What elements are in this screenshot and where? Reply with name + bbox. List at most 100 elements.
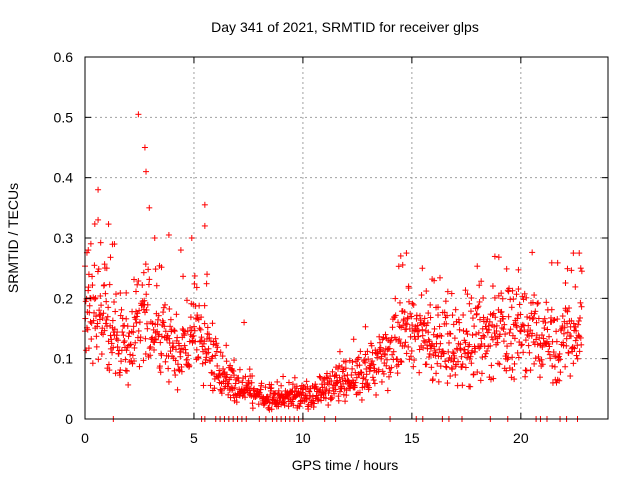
- data-point: [329, 395, 336, 402]
- data-point: [316, 373, 323, 380]
- y-tick-label: 0.5: [54, 109, 74, 125]
- data-point: [406, 356, 413, 363]
- data-point: [158, 264, 165, 271]
- data-point: [478, 278, 485, 285]
- data-point: [577, 265, 584, 272]
- data-point: [268, 381, 275, 388]
- data-point: [382, 331, 389, 338]
- data-point: [509, 287, 516, 294]
- data-point: [161, 323, 168, 330]
- data-point: [491, 253, 498, 260]
- data-point: [538, 356, 545, 363]
- data-point: [194, 315, 201, 322]
- data-point: [503, 265, 510, 272]
- data-point: [333, 364, 340, 371]
- data-point: [325, 381, 332, 388]
- data-point: [387, 369, 394, 376]
- data-point: [447, 373, 454, 380]
- data-point: [174, 386, 181, 393]
- data-point: [522, 337, 529, 344]
- data-point: [121, 338, 128, 345]
- data-point: [101, 281, 108, 288]
- data-point: [127, 341, 134, 348]
- data-point: [146, 204, 153, 211]
- data-point: [474, 369, 481, 376]
- data-point: [85, 345, 92, 352]
- data-point: [443, 364, 450, 371]
- data-point: [125, 381, 132, 388]
- data-point: [440, 350, 447, 357]
- data-point: [91, 262, 98, 269]
- data-point: [371, 365, 378, 372]
- data-point: [504, 343, 511, 350]
- data-point: [436, 346, 443, 353]
- data-point: [155, 312, 162, 319]
- data-point: [426, 354, 433, 361]
- data-point: [466, 300, 473, 307]
- data-point: [134, 281, 141, 288]
- data-point: [269, 396, 276, 403]
- data-point: [122, 356, 129, 363]
- data-point: [476, 316, 483, 323]
- data-point: [109, 349, 116, 356]
- data-point: [449, 366, 456, 373]
- data-point: [522, 367, 529, 374]
- data-point: [131, 344, 138, 351]
- data-point: [317, 374, 324, 381]
- data-point: [425, 329, 432, 336]
- data-point: [275, 387, 282, 394]
- data-point: [404, 321, 411, 328]
- data-point: [86, 302, 93, 309]
- data-point: [280, 373, 287, 380]
- x-tick-label: 15: [404, 430, 420, 446]
- data-point: [494, 339, 501, 346]
- data-point: [561, 324, 568, 331]
- data-point: [191, 272, 198, 279]
- data-point: [140, 306, 147, 313]
- data-point: [471, 323, 478, 330]
- data-point: [546, 343, 553, 350]
- data-point: [95, 216, 102, 223]
- data-point: [578, 341, 585, 348]
- data-point: [460, 311, 467, 318]
- data-point: [143, 306, 150, 313]
- data-point: [562, 363, 569, 370]
- data-point: [91, 295, 98, 302]
- data-point: [554, 316, 561, 323]
- data-point: [112, 370, 119, 377]
- data-point: [239, 379, 246, 386]
- data-point: [340, 380, 347, 387]
- data-point: [562, 280, 569, 287]
- data-point: [138, 302, 145, 309]
- data-point: [577, 299, 584, 306]
- data-point: [518, 342, 525, 349]
- data-point: [152, 266, 159, 273]
- data-point: [553, 328, 560, 335]
- data-point: [511, 360, 518, 367]
- data-point: [356, 389, 363, 396]
- data-point: [120, 332, 127, 339]
- data-point: [481, 333, 488, 340]
- y-tick-label: 0.1: [54, 351, 74, 367]
- data-point: [500, 338, 507, 345]
- data-point: [543, 299, 550, 306]
- data-point: [199, 360, 206, 367]
- data-point: [85, 284, 92, 291]
- data-point: [154, 316, 161, 323]
- data-point: [181, 332, 188, 339]
- data-point: [521, 290, 528, 297]
- data-point: [416, 369, 423, 376]
- data-point: [537, 374, 544, 381]
- data-point: [103, 265, 110, 272]
- y-tick-label: 0.2: [54, 290, 74, 306]
- data-point: [231, 384, 238, 391]
- data-point: [235, 378, 242, 385]
- data-point: [103, 298, 110, 305]
- points-layer: [82, 111, 585, 422]
- data-point: [129, 352, 136, 359]
- data-point: [331, 390, 338, 397]
- data-point: [500, 326, 507, 333]
- data-point: [220, 365, 227, 372]
- data-point: [336, 374, 343, 381]
- data-point: [178, 368, 185, 375]
